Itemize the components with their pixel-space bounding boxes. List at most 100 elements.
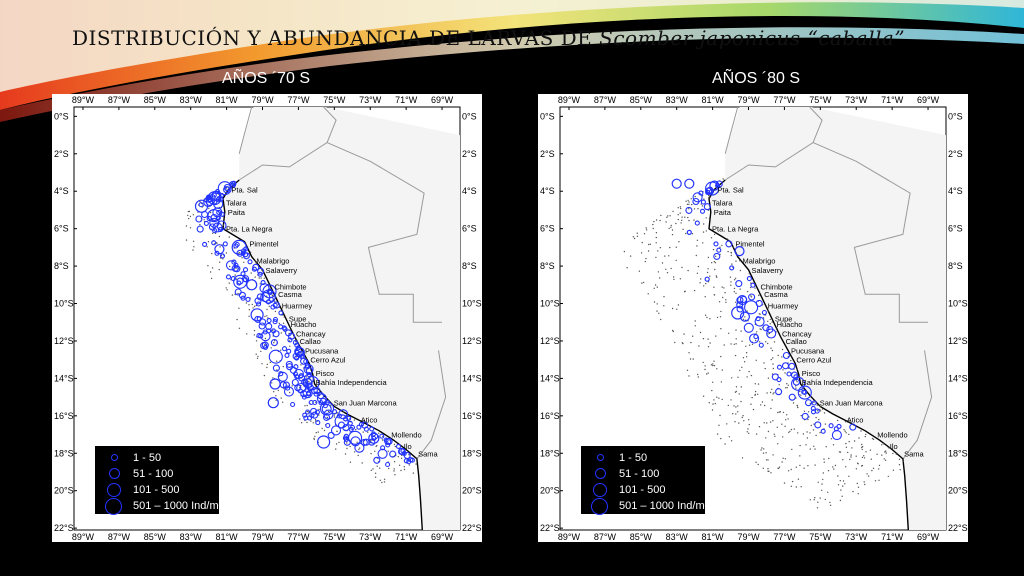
- station-dot: [742, 357, 745, 359]
- larvae-abundance-circle: [342, 416, 349, 422]
- larvae-abundance-circle: [208, 194, 216, 202]
- lon-tick-label-bottom: 81°W: [216, 532, 239, 542]
- station-dot: [748, 344, 751, 346]
- station-dot: [769, 421, 772, 423]
- station-dot: [307, 411, 310, 413]
- station-dot: [277, 389, 279, 392]
- station-dot: [683, 291, 686, 293]
- larvae-abundance-circle: [247, 259, 253, 265]
- station-dot: [713, 233, 716, 236]
- station-dot: [688, 208, 690, 210]
- lon-tick-label-top: 87°W: [108, 95, 131, 105]
- station-dot: [752, 408, 755, 411]
- larvae-abundance-circle: [212, 228, 218, 234]
- station-dot: [758, 294, 760, 297]
- lat-tick-label-left: 18°S: [540, 448, 560, 458]
- station-dot: [784, 425, 786, 427]
- station-dot: [727, 404, 729, 407]
- larvae-abundance-circle: [748, 293, 756, 301]
- lat-tick-label-right: 0°S: [948, 111, 963, 121]
- station-dot: [707, 268, 709, 270]
- larvae-abundance-circle: [336, 413, 342, 419]
- station-dot: [803, 467, 805, 469]
- station-dot: [684, 216, 686, 218]
- station-dot: [850, 454, 852, 456]
- title-common-name: “caballa”: [807, 26, 906, 50]
- station-dot: [842, 485, 844, 487]
- lat-tick-label-right: 22°S: [462, 523, 482, 533]
- station-dot: [668, 227, 670, 230]
- station-dot: [809, 402, 811, 405]
- legend-row: 101 - 500: [581, 482, 705, 498]
- lon-tick-label-bottom: 71°W: [881, 532, 904, 542]
- station-dot: [887, 475, 889, 478]
- station-dot: [795, 387, 797, 389]
- larvae-abundance-circle: [306, 415, 313, 421]
- place-label: Paita: [228, 208, 246, 217]
- station-dot: [815, 416, 817, 419]
- station-dot: [737, 376, 739, 378]
- larvae-abundance-circle: [286, 348, 292, 354]
- larvae-abundance-circle: [686, 229, 692, 235]
- legend-symbol-large-circle: [593, 483, 607, 497]
- station-dot: [656, 303, 658, 305]
- lat-tick-label-left: 20°S: [54, 486, 74, 496]
- station-dot: [370, 469, 372, 471]
- station-dot: [800, 414, 802, 417]
- station-dot: [786, 387, 788, 389]
- station-dot: [269, 361, 271, 364]
- station-dot: [687, 199, 689, 202]
- place-label: Huacho: [777, 320, 803, 329]
- lon-tick-label-bottom: 87°W: [594, 532, 617, 542]
- station-dot: [709, 318, 711, 320]
- larvae-abundance-circle: [810, 405, 816, 412]
- station-dot: [263, 277, 265, 279]
- larvae-abundance-circle: [731, 306, 745, 320]
- station-dot: [664, 255, 666, 257]
- larvae-abundance-circle: [272, 330, 280, 338]
- larvae-abundance-circle: [317, 435, 331, 449]
- station-dot: [756, 331, 758, 333]
- larvae-abundance-circle: [270, 339, 278, 347]
- station-dot: [861, 446, 864, 448]
- station-dot: [696, 272, 699, 274]
- station-dot: [393, 443, 396, 446]
- station-dot: [330, 404, 332, 406]
- station-dot: [673, 278, 675, 281]
- station-dot: [841, 495, 843, 497]
- station-dot: [318, 414, 320, 416]
- station-dot: [861, 446, 863, 449]
- station-dot: [648, 243, 650, 246]
- station-dot: [681, 216, 683, 218]
- station-dot: [767, 342, 769, 345]
- station-dot: [721, 244, 723, 247]
- map-panel-70s: Pta. Sal Talara Paita Pta. La Negra Pimentel…: [52, 94, 482, 542]
- larvae-abundance-circle: [385, 442, 391, 448]
- station-dot: [758, 341, 761, 343]
- larvae-abundance-circle: [776, 364, 783, 370]
- lon-tick-label-top: 81°W: [216, 95, 239, 105]
- station-dot: [809, 432, 811, 434]
- station-dot: [720, 310, 722, 313]
- station-dot: [837, 475, 839, 477]
- station-dot: [206, 246, 208, 248]
- station-dot: [730, 281, 732, 283]
- lon-tick-label-bottom: 73°W: [845, 532, 868, 542]
- station-dot: [237, 292, 239, 295]
- station-dot: [712, 381, 714, 383]
- lon-tick-label-top: 75°W: [323, 95, 346, 105]
- station-dot: [289, 345, 291, 347]
- station-dot: [790, 359, 792, 362]
- station-dot: [692, 358, 694, 360]
- larvae-abundance-circle: [788, 393, 796, 401]
- station-dot: [680, 207, 682, 210]
- station-dot: [291, 385, 293, 387]
- larvae-abundance-circle: [356, 424, 362, 430]
- station-dot: [762, 467, 764, 469]
- station-dot: [845, 432, 847, 434]
- legend-row: 51 - 100: [95, 466, 219, 482]
- station-dot: [730, 251, 732, 254]
- station-dot: [781, 348, 784, 351]
- station-dot: [720, 381, 723, 383]
- station-dot: [363, 420, 365, 422]
